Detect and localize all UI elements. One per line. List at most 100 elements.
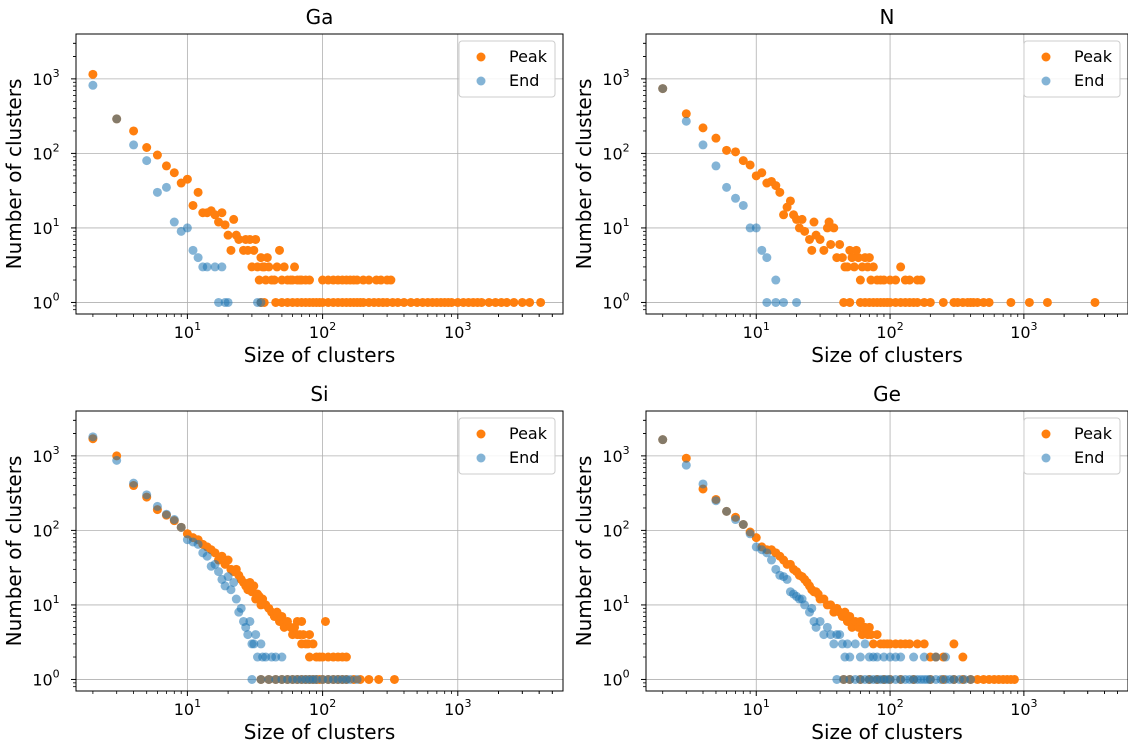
data-point [847, 253, 857, 263]
y-tick-label: 100 [32, 667, 59, 689]
data-point [925, 297, 935, 307]
data-point [308, 639, 318, 649]
data-point [249, 245, 259, 255]
chart-title: Ge [873, 382, 901, 406]
y-axis-label: Number of clusters [572, 79, 596, 270]
data-point [176, 522, 186, 532]
legend-label-peak: Peak [1074, 424, 1113, 443]
data-point [223, 230, 233, 240]
data-point [815, 234, 825, 244]
chart-panel-ge: 101 102 103 100 101 102 103 Ge Size of clusters N… [572, 382, 1128, 743]
data-point [304, 275, 314, 285]
y-tick-label: 100 [602, 667, 629, 689]
legend-marker-peak [1041, 52, 1051, 62]
data-point [775, 187, 785, 197]
data-point [912, 639, 922, 649]
data-point [738, 156, 748, 166]
data-point [193, 187, 203, 197]
legend-label-peak: Peak [509, 424, 548, 443]
y-tick-label: 103 [602, 444, 629, 466]
data-point [129, 126, 139, 136]
data-point [822, 622, 832, 632]
data-point [447, 297, 457, 307]
data-point [1024, 297, 1034, 307]
data-point [256, 639, 266, 649]
data-point [891, 275, 901, 285]
x-tick-label: 102 [309, 697, 336, 719]
data-point [909, 652, 919, 662]
data-point [269, 275, 279, 285]
x-tick-label: 103 [444, 697, 471, 719]
x-tick-label: 103 [1010, 320, 1037, 342]
data-point [842, 262, 852, 272]
data-point [406, 297, 416, 307]
y-tick-label: 102 [32, 518, 59, 540]
y-axis-label: Number of clusters [572, 456, 596, 647]
data-point [815, 616, 825, 626]
data-point [274, 245, 284, 255]
data-point [804, 234, 814, 244]
plot-frame [75, 410, 564, 692]
data-point [785, 196, 795, 206]
data-point [762, 297, 772, 307]
data-point [484, 297, 494, 307]
data-point [525, 297, 535, 307]
data-point [217, 262, 227, 272]
data-point [226, 245, 236, 255]
data-point [304, 652, 314, 662]
data-point [905, 639, 915, 649]
data-point [868, 262, 878, 272]
data-point [161, 509, 171, 519]
data-point [389, 674, 399, 684]
data-point [722, 182, 732, 192]
x-tick-label: 102 [309, 320, 336, 342]
data-point [766, 555, 776, 565]
data-point [722, 506, 732, 516]
data-point [320, 616, 330, 626]
chart-panel-n: 101 102 103 100 101 102 103 N Size of clusters Nu… [572, 5, 1128, 367]
data-point [152, 501, 162, 511]
data-point [855, 652, 865, 662]
data-point [681, 109, 691, 119]
data-point [984, 297, 994, 307]
y-tick-label: 101 [32, 593, 59, 615]
data-point [210, 548, 220, 558]
data-point [738, 519, 748, 529]
data-point [251, 630, 261, 640]
data-point [169, 168, 179, 178]
data-point [896, 652, 906, 662]
series-end [658, 84, 802, 307]
data-point [182, 174, 192, 184]
data-point [837, 253, 847, 263]
data-point [271, 652, 281, 662]
legend-label-end: End [509, 71, 539, 90]
data-point [845, 297, 855, 307]
data-point [223, 572, 233, 582]
data-point [809, 217, 819, 227]
data-point [290, 262, 300, 272]
data-point [851, 245, 861, 255]
data-point [845, 652, 855, 662]
data-point [386, 275, 396, 285]
data-point [223, 555, 233, 565]
legend: Peak End [458, 40, 556, 98]
chart-panel-si: 101 102 103 100 101 102 103 Si Size of clusters N… [2, 382, 564, 743]
data-point [188, 200, 198, 210]
y-tick-label: 103 [32, 444, 59, 466]
legend-label-end: End [509, 448, 539, 467]
data-point [1090, 297, 1100, 307]
data-point [762, 253, 772, 263]
data-point [745, 160, 755, 170]
data-point [264, 674, 274, 684]
data-point [762, 548, 772, 558]
series-end [88, 80, 266, 307]
data-point [509, 297, 519, 307]
data-point [229, 577, 239, 587]
data-point [850, 639, 860, 649]
data-point [829, 639, 839, 649]
data-point [502, 297, 512, 307]
data-point [845, 245, 855, 255]
data-point [872, 630, 882, 640]
data-point [905, 275, 915, 285]
data-point [182, 223, 192, 233]
